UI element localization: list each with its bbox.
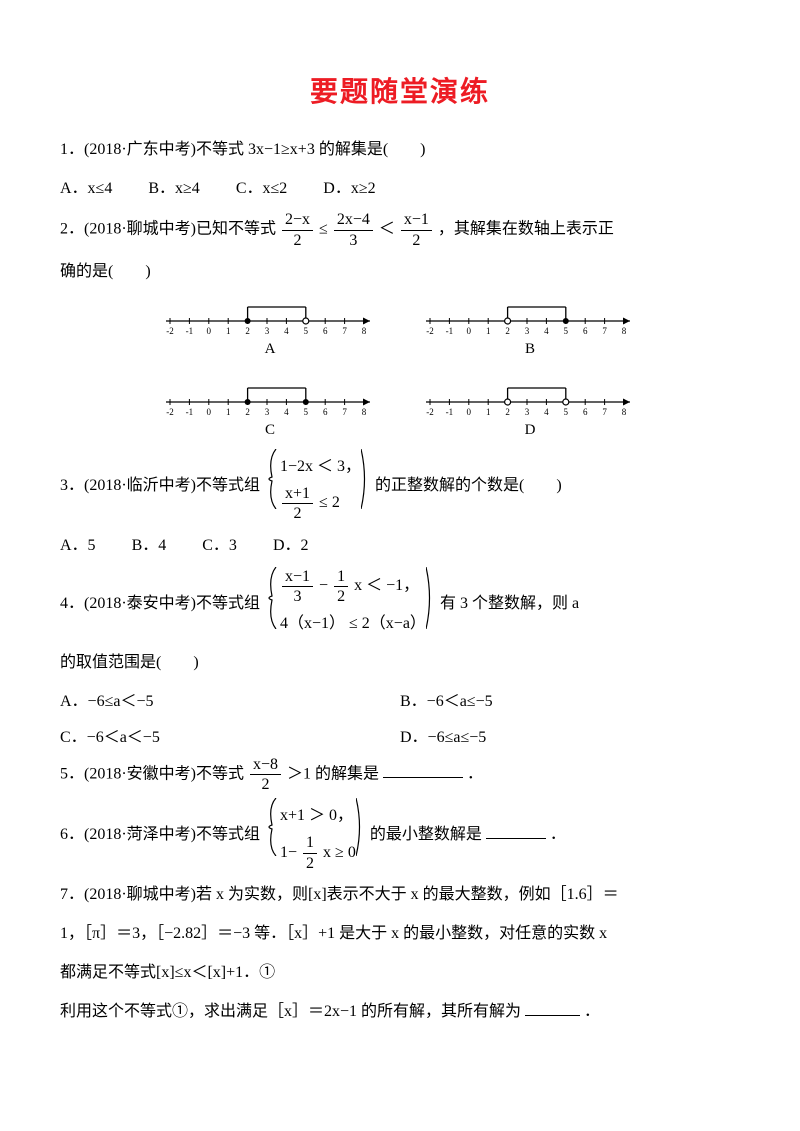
svg-text:6: 6	[323, 407, 328, 417]
q1-opt-b: B．x≥4	[148, 180, 199, 197]
q1-opt-c: C．x≤2	[236, 180, 287, 197]
q5-stem: 5．(2018·安徽中考)不等式 x−82 ＞1 的解集是 ．	[60, 755, 740, 794]
svg-text:5: 5	[564, 326, 569, 336]
q3-system: 1−2x ＜ 3， x+12 ≤ 2	[266, 449, 369, 524]
nl-C: -2-1012345678C	[160, 376, 380, 439]
nl-D: -2-1012345678D	[420, 376, 640, 439]
svg-text:5: 5	[304, 326, 309, 336]
svg-text:4: 4	[544, 326, 549, 336]
q2-frac3: x−12	[401, 210, 432, 249]
svg-text:7: 7	[342, 326, 347, 336]
svg-text:0: 0	[207, 326, 212, 336]
svg-text:6: 6	[583, 326, 588, 336]
svg-text:5: 5	[304, 407, 309, 417]
svg-text:7: 7	[342, 407, 347, 417]
q2-cont: 确的是( )	[60, 254, 740, 289]
svg-text:3: 3	[525, 407, 530, 417]
q5-frac: x−82	[250, 755, 281, 794]
q1-stem: 1．(2018·广东中考)不等式 3x−1≥x+3 的解集是( )	[60, 132, 740, 167]
q3-opt-b: B．4	[132, 537, 167, 554]
svg-text:4: 4	[544, 407, 549, 417]
q6-blank	[486, 822, 546, 839]
q5-blank	[383, 761, 463, 778]
svg-text:-2: -2	[426, 407, 434, 417]
q4-opt-a: A．−6≤a＜−5	[60, 684, 400, 719]
q2-prefix: 2．(2018·聊城中考)已知不等式	[60, 221, 280, 238]
q3-options: A．5 B．4 C．3 D．2	[60, 528, 740, 563]
svg-text:0: 0	[207, 407, 212, 417]
q2-frac2: 2x−43	[334, 210, 373, 249]
svg-text:1: 1	[486, 326, 491, 336]
svg-text:0: 0	[467, 407, 472, 417]
svg-text:-2: -2	[166, 326, 174, 336]
svg-text:-1: -1	[446, 326, 454, 336]
q4-options: A．−6≤a＜−5 B．−6＜a≤−5 C．−6＜a＜−5 D．−6≤a≤−5	[60, 684, 740, 754]
q4-system: x−13 − 12 x ＜ −1， 4（x−1） ≤ 2（x−a）	[266, 567, 434, 642]
svg-text:6: 6	[323, 326, 328, 336]
q2-frac1: 2−x2	[282, 210, 313, 249]
svg-text:7: 7	[602, 407, 607, 417]
svg-text:3: 3	[525, 326, 530, 336]
svg-text:0: 0	[467, 326, 472, 336]
q3-opt-c: C．3	[202, 537, 237, 554]
svg-text:5: 5	[564, 407, 569, 417]
svg-text:3: 3	[265, 326, 270, 336]
q7-l1: 7．(2018·聊城中考)若 x 为实数，则[x]表示不大于 x 的最大整数，例…	[60, 877, 740, 912]
nl-B: -2-1012345678B	[420, 295, 640, 358]
svg-text:1: 1	[486, 407, 491, 417]
svg-text:-2: -2	[426, 326, 434, 336]
svg-text:-1: -1	[186, 407, 194, 417]
svg-text:-1: -1	[186, 326, 194, 336]
svg-text:6: 6	[583, 407, 588, 417]
svg-text:7: 7	[602, 326, 607, 336]
q3-stem: 3．(2018·临沂中考)不等式组 1−2x ＜ 3， x+12 ≤ 2 的正整…	[60, 449, 740, 524]
nl-A: -2-1012345678A	[160, 295, 380, 358]
q4-opt-c: C．−6＜a＜−5	[60, 720, 400, 755]
svg-text:8: 8	[362, 326, 367, 336]
q1-options: A．x≤4 B．x≥4 C．x≤2 D．x≥2	[60, 171, 740, 206]
page-title: 要题随堂演练	[60, 70, 740, 110]
svg-text:1: 1	[226, 326, 231, 336]
svg-text:8: 8	[622, 326, 627, 336]
svg-text:4: 4	[284, 326, 289, 336]
svg-text:1: 1	[226, 407, 231, 417]
svg-text:2: 2	[245, 326, 250, 336]
q3-opt-d: D．2	[273, 537, 309, 554]
svg-text:-1: -1	[446, 407, 454, 417]
q3-opt-a: A．5	[60, 537, 96, 554]
q7-l4: 利用这个不等式①，求出满足［x］＝2x−1 的所有解，其所有解为 ．	[60, 994, 740, 1029]
q6-stem: 6．(2018·菏泽中考)不等式组 x+1 ＞ 0， 1− 12 x ≥ 0 的…	[60, 798, 740, 873]
svg-text:4: 4	[284, 407, 289, 417]
q1-opt-d: D．x≥2	[323, 180, 375, 197]
svg-text:-2: -2	[166, 407, 174, 417]
q7-blank	[525, 999, 580, 1016]
q4-opt-d: D．−6≤a≤−5	[400, 720, 740, 755]
q1-opt-a: A．x≤4	[60, 180, 112, 197]
svg-text:2: 2	[505, 326, 510, 336]
q2-numberlines: -2-1012345678A -2-1012345678B -2-1012345…	[140, 295, 660, 439]
q7-l2: 1，［π］＝3，［−2.82］＝−3 等．［x］+1 是大于 x 的最小整数，对…	[60, 916, 740, 951]
svg-text:3: 3	[265, 407, 270, 417]
q4-cont: 的取值范围是( )	[60, 645, 740, 680]
q2-stem: 2．(2018·聊城中考)已知不等式 2−x2 ≤ 2x−43 ＜ x−12 ，…	[60, 210, 740, 249]
svg-text:8: 8	[622, 407, 627, 417]
svg-text:8: 8	[362, 407, 367, 417]
svg-text:2: 2	[505, 407, 510, 417]
q4-stem: 4．(2018·泰安中考)不等式组 x−13 − 12 x ＜ −1， 4（x−…	[60, 567, 740, 642]
svg-text:2: 2	[245, 407, 250, 417]
q7-l3: 都满足不等式[x]≤x＜[x]+1．①	[60, 955, 740, 990]
q6-system: x+1 ＞ 0， 1− 12 x ≥ 0	[266, 798, 364, 873]
q4-opt-b: B．−6＜a≤−5	[400, 684, 740, 719]
